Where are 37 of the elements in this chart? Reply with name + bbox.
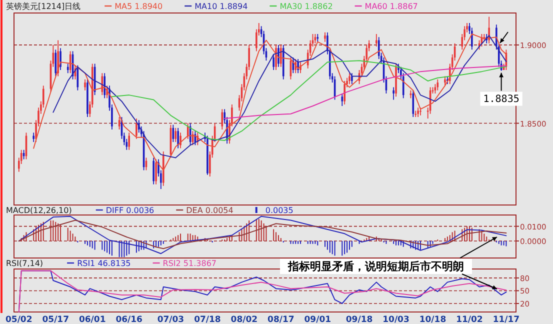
legend-item: DIFF 0.0036 [96,206,154,215]
legend-item: 0.0035 [255,206,294,215]
legend-label: MA60 1.8867 [364,2,418,11]
x-tick-label: 05/02 [6,315,32,324]
x-tick-label: 09/18 [346,315,373,324]
legend-label: MA10 1.8894 [194,2,248,11]
x-tick-label: 05/17 [42,315,70,324]
legend-label: RSI1 46.8135 [77,259,131,268]
annotation: 指标明显矛盾，说明短期后市不明朗 [287,260,464,273]
x-tick-label: 11/17 [492,315,520,324]
x-tick-label: 07/18 [194,315,221,324]
legend-item: MA10 1.8894 [184,2,248,11]
x-tick-label: 06/01 [78,315,106,324]
x-tick-label: 11/02 [456,315,483,324]
legend-item: MA30 1.8862 [270,2,333,11]
legend-label: MA5 1.8940 [114,2,163,11]
legend-item: MA5 1.8940 [104,2,163,11]
chart-title: 英镑美元[1214]日线 [6,2,81,11]
legend-item: DEA 0.0054 [176,206,234,215]
legend-label: MA30 1.8862 [280,2,333,11]
chart-title: MACD(12,26,10) [6,206,72,215]
legend-label: RSI2 51.3867 [162,259,216,268]
x-tick-label: 10/18 [419,315,446,324]
legend-item: MA60 1.8867 [354,2,418,11]
legend-item: RSI1 46.8135 [67,259,131,268]
x-tick-label: 08/02 [230,315,258,324]
legend-item: RSI2 51.3867 [152,259,216,268]
x-tick-label: 06/16 [116,315,143,324]
legend-label: DIFF 0.0036 [106,206,154,215]
annotation: 1.8835 [483,94,520,105]
x-tick-label: 09/01 [304,315,332,324]
chart-title: RSI(7,14) [6,259,44,268]
x-tick-label: 08/17 [268,315,294,324]
x-tick-label: 10/03 [382,315,410,324]
legend-label: DEA 0.0054 [186,206,234,215]
x-tick-label: 07/03 [157,315,184,324]
legend-label: 0.0035 [265,206,294,215]
